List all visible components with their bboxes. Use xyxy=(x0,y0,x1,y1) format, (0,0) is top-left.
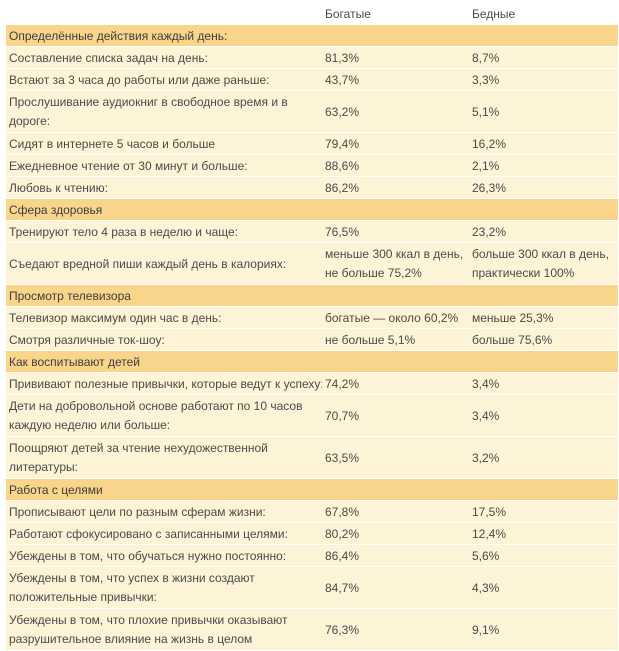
section-title: Сфера здоровья xyxy=(6,198,618,221)
poor-value: 23,2% xyxy=(469,220,618,243)
table-row: Встают за 3 часа до работы или даже рань… xyxy=(6,68,618,91)
rich-value: 86,2% xyxy=(322,176,469,199)
poor-value: 8,7% xyxy=(469,46,618,69)
row-label: Убеждены в том, что обучаться нужно пост… xyxy=(6,544,322,567)
row-label: Встают за 3 часа до работы или даже рань… xyxy=(6,68,322,91)
rich-value: 63,2% xyxy=(322,90,469,133)
row-label: Поощряют детей за чтение нехудожественно… xyxy=(6,436,322,479)
rich-value: 74,2% xyxy=(322,372,469,395)
row-label: Убеждены в том, что плохие привычки оказ… xyxy=(6,608,322,651)
section-header-row: Просмотр телевизора xyxy=(6,284,618,307)
poor-value: 17,5% xyxy=(469,500,618,523)
row-label: Прописывают цели по разным сферам жизни: xyxy=(6,500,322,523)
header-empty-cell xyxy=(6,6,322,25)
row-label: Работают сфокусировано с записанными цел… xyxy=(6,522,322,545)
row-label: Составление списка задач на день: xyxy=(6,46,322,69)
row-label: Прививают полезные привычки, которые вед… xyxy=(6,372,322,395)
rich-value: не больше 5,1% xyxy=(322,328,469,351)
row-label: Дети на добровольной основе работают по … xyxy=(6,394,322,437)
table-row: Дети на добровольной основе работают по … xyxy=(6,394,618,437)
row-label: Прослушивание аудиокниг в свободное врем… xyxy=(6,90,322,133)
rich-value: 81,3% xyxy=(322,46,469,69)
table-row: Телевизор максимум один час в день: богат… xyxy=(6,306,618,329)
section-title: Как воспитывают детей xyxy=(6,350,618,373)
row-label: Тренируют тело 4 раза в неделю и чаще: xyxy=(6,220,322,243)
table-row: Сидят в интернете 5 часов и больше 79,4% 1… xyxy=(6,132,618,155)
poor-value: меньше 25,3% xyxy=(469,306,618,329)
table-row: Убеждены в том, что обучаться нужно пост… xyxy=(6,544,618,567)
poor-value: 5,1% xyxy=(469,90,618,133)
rich-vs-poor-table: Богатые Бедные Определённые действия каж… xyxy=(6,6,618,651)
poor-value: 3,4% xyxy=(469,372,618,395)
poor-value: 3,4% xyxy=(469,394,618,437)
poor-value: 3,2% xyxy=(469,436,618,479)
table-row: Съедают вредной пиши каждый день в калор… xyxy=(6,242,618,285)
table-row: Составление списка задач на день: 81,3% 8,… xyxy=(6,46,618,69)
poor-value: больше 300 ккал в день, практически 100% xyxy=(469,242,618,285)
table-row: Смотря различные ток-шоу: не больше 5,1% б… xyxy=(6,328,618,351)
row-label: Ежедневное чтение от 30 минут и больше: xyxy=(6,154,322,177)
table-body: Определённые действия каждый день: Состав… xyxy=(6,24,618,651)
rich-value: 63,5% xyxy=(322,436,469,479)
table-row: Прослушивание аудиокниг в свободное врем… xyxy=(6,90,618,133)
poor-value: 3,3% xyxy=(469,68,618,91)
row-label: Сидят в интернете 5 часов и больше xyxy=(6,132,322,155)
poor-value: 2,1% xyxy=(469,154,618,177)
rich-value: 70,7% xyxy=(322,394,469,437)
section-title: Определённые действия каждый день: xyxy=(6,24,618,47)
rich-value: 43,7% xyxy=(322,68,469,91)
section-header-row: Определённые действия каждый день: xyxy=(6,24,618,47)
table-row: Убеждены в том, что успех в жизни создаю… xyxy=(6,566,618,609)
rich-value: 88,6% xyxy=(322,154,469,177)
row-label: Убеждены в том, что успех в жизни создаю… xyxy=(6,566,322,609)
section-title: Работа с целями xyxy=(6,478,618,501)
table-row: Прописывают цели по разным сферам жизни:… xyxy=(6,500,618,523)
poor-value: больше 75,6% xyxy=(469,328,618,351)
rich-value: 80,2% xyxy=(322,522,469,545)
table-row: Ежедневное чтение от 30 минут и больше: 8… xyxy=(6,154,618,177)
table-header-row: Богатые Бедные xyxy=(6,6,618,25)
table-row: Прививают полезные привычки, которые вед… xyxy=(6,372,618,395)
comparison-page: Богатые Бедные Определённые действия каж… xyxy=(6,6,618,651)
section-header-row: Работа с целями xyxy=(6,478,618,501)
poor-value: 16,2% xyxy=(469,132,618,155)
poor-value: 12,4% xyxy=(469,522,618,545)
poor-value: 5,6% xyxy=(469,544,618,567)
rich-value: богатые — около 60,2% xyxy=(322,306,469,329)
rich-value: 76,5% xyxy=(322,220,469,243)
table-row: Поощряют детей за чтение нехудожественно… xyxy=(6,436,618,479)
rich-value: 67,8% xyxy=(322,500,469,523)
poor-value: 9,1% xyxy=(469,608,618,651)
row-label: Съедают вредной пиши каждый день в калор… xyxy=(6,242,322,285)
row-label: Любовь к чтению: xyxy=(6,176,322,199)
section-header-row: Сфера здоровья xyxy=(6,198,618,221)
header-poor: Бедные xyxy=(469,6,618,25)
table-row: Работают сфокусировано с записанными цел… xyxy=(6,522,618,545)
row-label: Смотря различные ток-шоу: xyxy=(6,328,322,351)
rich-value: 76,3% xyxy=(322,608,469,651)
rich-value: 84,7% xyxy=(322,566,469,609)
section-header-row: Как воспитывают детей xyxy=(6,350,618,373)
poor-value: 26,3% xyxy=(469,176,618,199)
row-label: Телевизор максимум один час в день: xyxy=(6,306,322,329)
header-rich: Богатые xyxy=(322,6,469,25)
table-row: Убеждены в том, что плохие привычки оказ… xyxy=(6,608,618,651)
table-row: Любовь к чтению: 86,2% 26,3% xyxy=(6,176,618,199)
rich-value: 79,4% xyxy=(322,132,469,155)
section-title: Просмотр телевизора xyxy=(6,284,618,307)
rich-value: 86,4% xyxy=(322,544,469,567)
rich-value: меньше 300 ккал в день, не больше 75,2% xyxy=(322,242,469,285)
poor-value: 4,3% xyxy=(469,566,618,609)
table-row: Тренируют тело 4 раза в неделю и чаще: 76… xyxy=(6,220,618,243)
